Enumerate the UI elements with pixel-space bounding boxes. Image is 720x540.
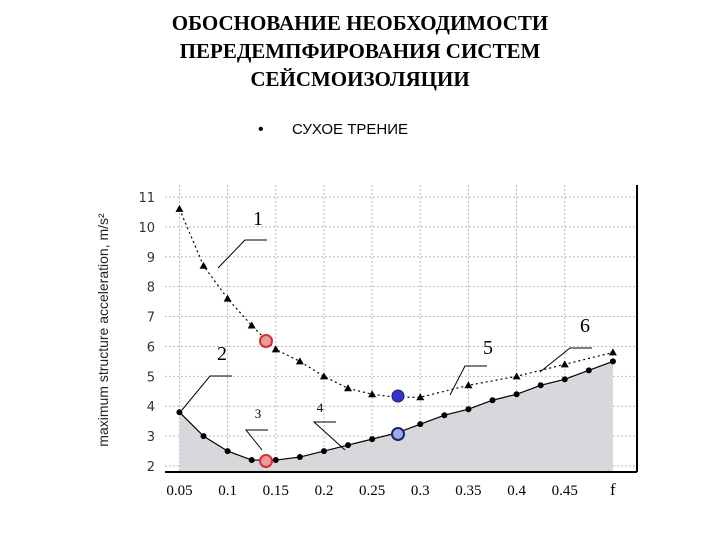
- point: [609, 358, 616, 365]
- point: [369, 436, 376, 443]
- x-tick-label: 0.35: [455, 483, 481, 499]
- title-line: СЕЙСМОИЗОЛЯЦИИ: [250, 67, 469, 91]
- x-tick-label: 0.45: [552, 483, 578, 499]
- point: [585, 367, 592, 374]
- x-tick-label: 0.1: [218, 483, 237, 499]
- x-axis-label: f: [610, 480, 616, 499]
- title-line: ПЕРЕДЕМПФИРОВАНИЯ СИСТЕМ: [180, 39, 541, 63]
- point: [537, 382, 544, 389]
- point: [489, 397, 496, 404]
- annotation-leader: [244, 429, 268, 451]
- x-tick-label: 0.2: [315, 483, 334, 499]
- x-tick-label: 0.15: [263, 483, 289, 499]
- ground-area: [179, 361, 613, 472]
- y-tick-label: 2: [147, 460, 155, 475]
- point: [608, 348, 617, 356]
- point: [368, 390, 377, 398]
- y-tick-label: 7: [147, 311, 155, 326]
- annotation: 1: [253, 208, 263, 230]
- annotation: 4: [317, 400, 324, 415]
- annotation: 3: [255, 406, 262, 421]
- x-tick-label: 0.4: [507, 483, 526, 499]
- point: [319, 372, 328, 380]
- y-tick-label: 6: [147, 340, 155, 355]
- bullet: •: [258, 121, 264, 138]
- series-line: [178, 208, 614, 398]
- point: [248, 457, 255, 464]
- point: [417, 421, 424, 428]
- x-tick-label: 0.3: [411, 483, 430, 499]
- y-tick-label: 8: [147, 281, 155, 296]
- annotation-leader: [217, 239, 267, 269]
- point: [175, 204, 184, 212]
- point: [224, 448, 231, 455]
- point: [465, 406, 472, 413]
- point: [464, 381, 473, 389]
- point: [176, 409, 183, 416]
- point: [200, 433, 207, 440]
- annotation-leader: [539, 347, 592, 373]
- point: [513, 391, 520, 398]
- point: [320, 448, 327, 455]
- point: [560, 360, 569, 368]
- annotation-leader: [449, 365, 487, 396]
- point: [512, 372, 521, 380]
- annotation-leader: [312, 421, 346, 451]
- point: [416, 393, 425, 401]
- point: [271, 345, 280, 353]
- point: [223, 294, 232, 302]
- point: [247, 321, 256, 329]
- y-tick-label: 10: [138, 221, 155, 236]
- highlight: [259, 334, 273, 348]
- highlight: [259, 454, 273, 468]
- y-tick-label: 4: [147, 400, 155, 415]
- subtitle: СУХОЕ ТРЕНИЕ: [292, 121, 408, 138]
- y-tick-label: 11: [138, 191, 155, 206]
- y-tick-label: 5: [147, 370, 155, 385]
- title-line: ОБОСНОВАНИЕ НЕОБХОДИМОСТИ: [172, 11, 548, 35]
- highlight: [391, 389, 405, 403]
- point: [199, 261, 208, 269]
- point: [296, 454, 303, 461]
- annotation-leader: [181, 375, 232, 411]
- y-tick-label: 9: [147, 251, 155, 266]
- point: [295, 357, 304, 365]
- annotation: 5: [483, 337, 493, 359]
- point: [272, 457, 279, 464]
- x-tick-label: 0.25: [359, 483, 385, 499]
- y-axis-label: maximum structure acceleration, m/s²: [95, 213, 111, 447]
- highlight: [391, 427, 405, 441]
- point: [344, 384, 353, 392]
- point: [441, 412, 448, 419]
- x-tick-label: 0.05: [166, 483, 192, 499]
- point: [345, 442, 352, 449]
- annotation: 2: [217, 343, 227, 365]
- annotation: 6: [580, 315, 590, 337]
- point: [561, 376, 568, 383]
- y-tick-label: 3: [147, 430, 155, 445]
